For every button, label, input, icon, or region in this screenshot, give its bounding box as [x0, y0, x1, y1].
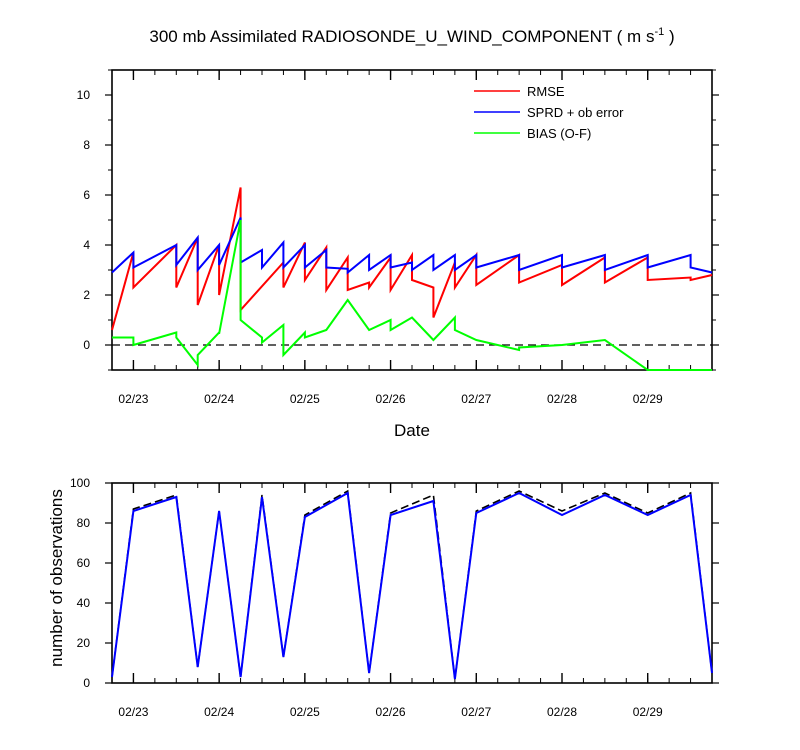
legend: RMSE SPRD + ob error BIAS (O-F) — [474, 84, 624, 141]
top-y-tick-label: 0 — [83, 338, 90, 352]
top-x-tick-label: 02/26 — [376, 392, 406, 406]
top-x-tick-label: 02/27 — [461, 392, 491, 406]
x-axis-title: Date — [394, 421, 430, 440]
legend-label-bias: BIAS (O-F) — [527, 126, 591, 141]
bottom-x-tick-label: 02/28 — [547, 705, 577, 719]
top-x-tick-label: 02/24 — [204, 392, 234, 406]
series-line-sprd-ob-error — [111, 217, 713, 275]
top-chart: 300 mb Assimilated RADIOSONDE_U_WIND_COM… — [77, 26, 719, 440]
top-y-tick-label: 6 — [83, 188, 90, 202]
bottom-y-tick-label: 0 — [83, 676, 90, 690]
top-x-tick-label: 02/28 — [547, 392, 577, 406]
series-line-rmse — [111, 187, 713, 331]
bottom-series-group — [111, 489, 713, 680]
y-axis-title-observations: number of observations — [47, 489, 66, 667]
legend-label-rmse: RMSE — [527, 84, 565, 99]
top-y-tick-label: 10 — [77, 88, 91, 102]
top-y-tick-label: 4 — [83, 238, 90, 252]
series-line-observations-possible — [111, 489, 713, 680]
legend-label-sprd: SPRD + ob error — [527, 105, 624, 120]
top-axis-ticks: 02/23 02/24 02/25 02/26 02/27 02/28 02/29 0 2 4 6 8… — [77, 69, 719, 406]
bottom-x-tick-label: 02/27 — [461, 705, 491, 719]
bottom-y-tick-label: 80 — [77, 516, 91, 530]
bottom-y-tick-label: 40 — [77, 596, 91, 610]
series-line-bias-o-f — [112, 219, 712, 371]
bottom-chart: 02/23 02/24 02/25 02/26 02/27 02/28 02/29 0 20 40… — [47, 476, 719, 719]
top-series-group — [111, 187, 713, 371]
bottom-x-tick-label: 02/25 — [290, 705, 320, 719]
top-y-tick-label: 2 — [83, 288, 90, 302]
top-y-tick-label: 8 — [83, 138, 90, 152]
bottom-y-tick-label: 20 — [77, 636, 91, 650]
bottom-x-tick-label: 02/29 — [633, 705, 663, 719]
top-x-tick-label: 02/25 — [290, 392, 320, 406]
bottom-axis-ticks: 02/23 02/24 02/25 02/26 02/27 02/28 02/29 0 20 40… — [70, 476, 719, 719]
chart-title: 300 mb Assimilated RADIOSONDE_U_WIND_COM… — [149, 26, 674, 46]
bottom-y-tick-label: 100 — [70, 476, 90, 490]
series-line-observations-assimilated — [111, 491, 713, 680]
bottom-x-tick-label: 02/26 — [376, 705, 406, 719]
bottom-x-tick-label: 02/23 — [118, 705, 148, 719]
top-x-tick-label: 02/29 — [633, 392, 663, 406]
bottom-x-tick-label: 02/24 — [204, 705, 234, 719]
bottom-plot-frame — [111, 482, 713, 684]
bottom-y-tick-label: 60 — [77, 556, 91, 570]
top-x-tick-label: 02/23 — [118, 392, 148, 406]
